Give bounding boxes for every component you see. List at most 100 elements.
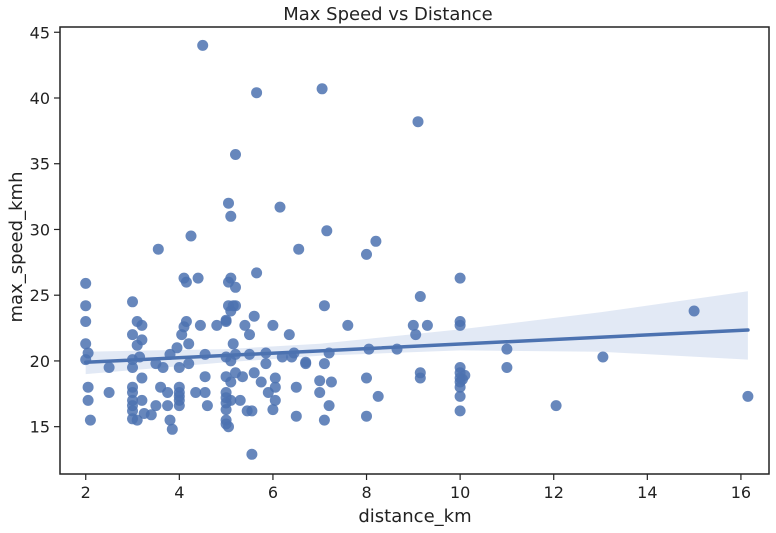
- data-point: [157, 362, 169, 373]
- tick-labels: 2 4 6 8 10 12 14 16 15 20 25 30 35 40 45: [30, 23, 751, 502]
- data-point: [180, 316, 192, 327]
- data-point: [162, 400, 174, 412]
- data-point: [190, 387, 202, 398]
- data-point: [162, 387, 174, 398]
- data-point: [246, 405, 258, 417]
- data-point: [501, 362, 513, 373]
- data-point: [80, 300, 92, 312]
- data-point: [325, 376, 337, 388]
- data-point: [251, 267, 263, 279]
- data-point: [414, 291, 426, 302]
- data-point: [251, 87, 263, 99]
- data-point: [230, 281, 241, 293]
- data-point: [166, 423, 178, 435]
- x-axis-label: distance_km: [358, 506, 471, 527]
- data-point: [248, 367, 260, 379]
- data-point: [688, 305, 700, 317]
- data-point: [201, 400, 213, 412]
- data-point: [318, 358, 330, 370]
- data-point: [248, 310, 260, 322]
- data-point: [173, 400, 185, 412]
- data-point: [223, 421, 234, 433]
- data-point: [225, 210, 237, 222]
- data-point: [230, 149, 241, 160]
- data-point: [407, 319, 419, 331]
- regression-line-path: [83, 328, 750, 364]
- data-point: [136, 334, 148, 346]
- data-point: [82, 394, 94, 406]
- data-point: [84, 414, 96, 426]
- data-point: [192, 272, 204, 284]
- data-point: [136, 319, 148, 331]
- data-point: [127, 387, 138, 398]
- data-point: [361, 248, 372, 260]
- data-point: [459, 369, 471, 381]
- data-point: [227, 338, 239, 350]
- data-point: [370, 235, 382, 247]
- x-tick-label: 16: [731, 483, 751, 502]
- y-axis-label: max_speed_kmh: [6, 172, 27, 323]
- y-tick-label: 25: [30, 286, 50, 305]
- data-point: [152, 243, 164, 255]
- data-point: [150, 400, 162, 412]
- data-point: [220, 404, 232, 416]
- data-point: [127, 296, 138, 308]
- data-point: [316, 83, 328, 95]
- data-point: [199, 371, 211, 383]
- data-point: [183, 338, 195, 350]
- data-point: [131, 414, 143, 426]
- data-point: [223, 197, 234, 209]
- data-point: [173, 362, 185, 373]
- data-point: [225, 394, 237, 406]
- data-point: [225, 272, 237, 284]
- data-point: [414, 372, 426, 384]
- data-point: [597, 351, 609, 363]
- x-tick-label: 10: [450, 483, 470, 502]
- data-point: [550, 400, 562, 412]
- data-point: [318, 300, 330, 312]
- data-point: [454, 405, 466, 417]
- data-point: [199, 387, 211, 398]
- data-point: [283, 329, 295, 341]
- data-point: [194, 319, 206, 331]
- data-point: [290, 381, 302, 393]
- data-point: [412, 116, 424, 128]
- data-point: [372, 390, 384, 402]
- data-point: [269, 372, 281, 384]
- data-point: [237, 371, 248, 383]
- data-point: [314, 375, 326, 387]
- y-tick-label: 35: [30, 155, 50, 174]
- x-tick-label: 12: [544, 483, 564, 502]
- data-point: [323, 400, 335, 412]
- chart-title: Max Speed vs Distance: [283, 4, 493, 25]
- data-point: [410, 329, 422, 341]
- data-point: [239, 319, 251, 331]
- data-point: [225, 376, 237, 388]
- y-tick-label: 40: [30, 89, 50, 108]
- data-point: [197, 39, 209, 51]
- y-tick-label: 15: [30, 418, 50, 437]
- y-tick-label: 30: [30, 220, 50, 239]
- data-point: [171, 342, 183, 354]
- data-point: [127, 362, 138, 373]
- regression-line: [83, 328, 750, 364]
- data-point: [260, 358, 272, 370]
- data-point: [342, 319, 354, 331]
- data-point: [742, 390, 754, 402]
- data-point: [318, 414, 330, 426]
- data-point: [185, 230, 197, 242]
- data-point: [421, 319, 433, 331]
- x-tick-label: 14: [637, 483, 657, 502]
- data-point: [454, 272, 466, 284]
- data-point: [220, 314, 232, 326]
- data-point: [269, 381, 281, 393]
- data-point: [80, 316, 92, 327]
- x-tick-label: 6: [268, 483, 278, 502]
- x-tick-label: 2: [81, 483, 91, 502]
- data-point: [80, 277, 92, 289]
- data-point: [274, 201, 286, 213]
- data-point: [454, 319, 466, 331]
- data-point: [103, 387, 115, 398]
- x-tick-label: 4: [174, 483, 184, 502]
